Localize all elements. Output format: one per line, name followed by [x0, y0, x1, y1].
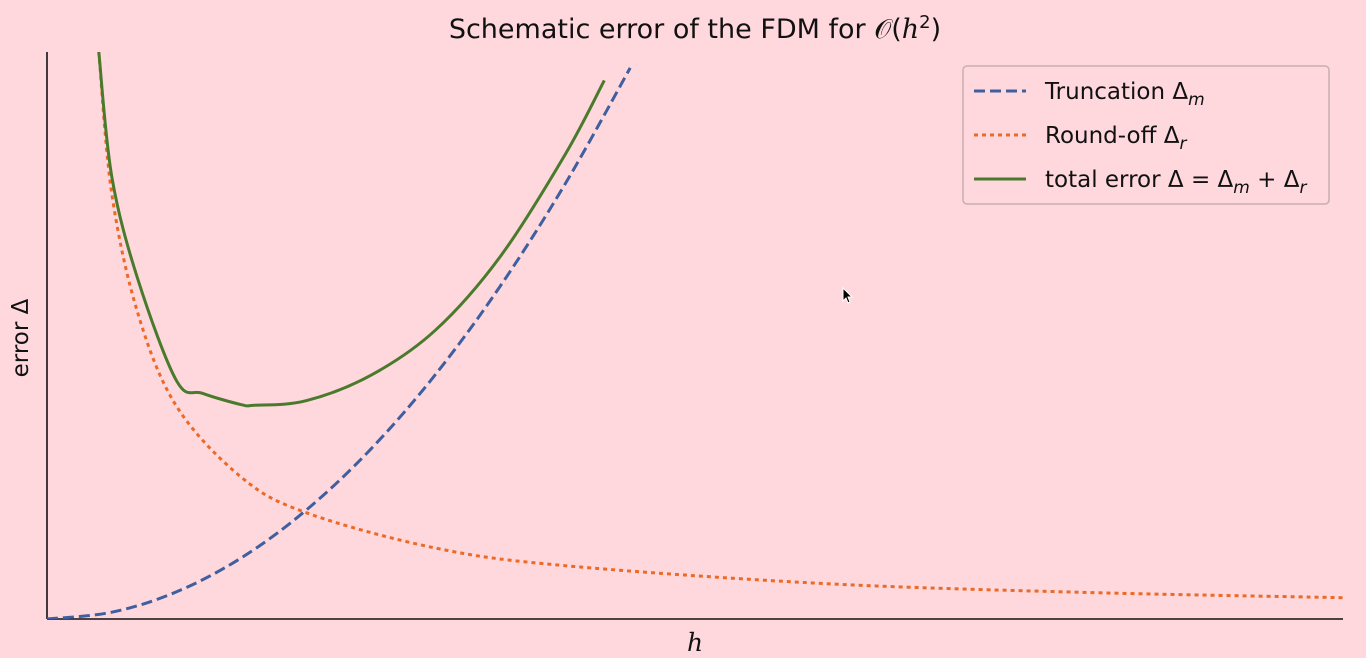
legend-label-total: total error Δ = Δm + Δr	[1045, 167, 1307, 198]
legend: Truncation Δm Round-off Δr total error Δ…	[962, 65, 1330, 205]
series-total-line	[97, 52, 606, 408]
series-layer	[47, 52, 1343, 619]
legend-box	[962, 65, 1330, 205]
legend-label-truncation: Truncation Δm	[1044, 79, 1205, 110]
y-axis-label: error Δ	[8, 298, 34, 377]
mouse-cursor-icon	[842, 286, 854, 304]
legend-label-roundoff: Round-off Δr	[1045, 123, 1187, 154]
series-truncation-line	[47, 67, 632, 619]
chart-title: Schematic error of the FDM for 𝒪(h2)	[449, 12, 941, 45]
series-roundoff-line	[97, 52, 1343, 600]
x-axis-label: h	[687, 628, 703, 657]
